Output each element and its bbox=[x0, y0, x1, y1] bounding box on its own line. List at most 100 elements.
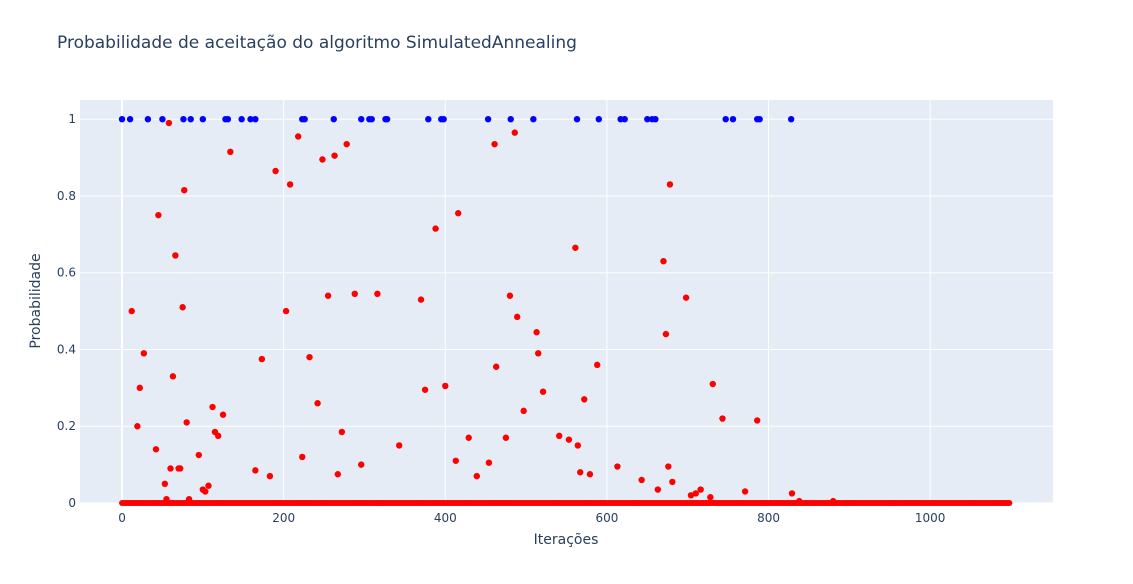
x-tick-label: 400 bbox=[434, 511, 457, 525]
data-point bbox=[595, 115, 603, 123]
data-point bbox=[722, 115, 729, 123]
data-point bbox=[539, 388, 547, 395]
data-point bbox=[159, 115, 166, 123]
data-point bbox=[219, 411, 227, 418]
data-point bbox=[252, 115, 259, 123]
data-point bbox=[687, 492, 695, 499]
data-point bbox=[338, 428, 346, 436]
data-point bbox=[205, 482, 212, 489]
data-point bbox=[199, 115, 207, 123]
x-tick-label: 1000 bbox=[915, 511, 946, 525]
data-point bbox=[581, 396, 588, 403]
data-point bbox=[644, 115, 651, 123]
data-point bbox=[638, 476, 645, 484]
data-point bbox=[692, 490, 700, 497]
data-point bbox=[533, 329, 540, 336]
data-point bbox=[556, 432, 563, 440]
y-tick-label: 0 bbox=[68, 496, 76, 510]
data-point bbox=[682, 294, 690, 301]
data-point bbox=[709, 380, 716, 388]
data-point bbox=[172, 252, 179, 259]
data-point bbox=[573, 115, 581, 123]
data-point bbox=[455, 210, 462, 217]
data-point bbox=[118, 115, 126, 123]
data-point bbox=[227, 148, 234, 156]
data-point bbox=[506, 292, 514, 299]
data-point bbox=[707, 494, 714, 501]
data-point bbox=[266, 472, 274, 480]
x-tick-label: 600 bbox=[595, 511, 618, 525]
data-point bbox=[134, 423, 141, 430]
data-point bbox=[484, 115, 492, 123]
data-point bbox=[294, 133, 302, 140]
data-point bbox=[511, 129, 518, 136]
data-point bbox=[662, 330, 670, 338]
data-point bbox=[126, 115, 134, 123]
data-point bbox=[669, 478, 676, 486]
data-point bbox=[187, 115, 194, 123]
data-point bbox=[331, 152, 338, 159]
data-point bbox=[180, 115, 187, 123]
data-point bbox=[788, 490, 796, 497]
data-point bbox=[358, 115, 365, 123]
data-point bbox=[185, 495, 193, 503]
data-point bbox=[530, 115, 537, 123]
y-axis-label: Probabilidade bbox=[28, 253, 44, 348]
data-point bbox=[514, 313, 521, 321]
data-point bbox=[741, 488, 749, 495]
y-tick-label: 0.8 bbox=[57, 189, 76, 203]
data-point bbox=[140, 350, 148, 357]
data-point bbox=[272, 167, 279, 175]
data-point bbox=[442, 382, 449, 390]
data-point bbox=[565, 436, 573, 443]
data-point bbox=[282, 307, 290, 315]
data-point bbox=[666, 181, 674, 188]
data-point bbox=[756, 115, 763, 123]
data-point bbox=[319, 156, 326, 163]
x-axis-label: Iterações bbox=[534, 532, 599, 548]
data-point bbox=[351, 290, 358, 298]
data-point bbox=[179, 304, 186, 311]
data-point bbox=[383, 115, 391, 123]
data-point bbox=[299, 453, 306, 461]
chart-title: Probabilidade de aceitação do algoritmo … bbox=[57, 33, 577, 53]
data-point bbox=[660, 258, 667, 265]
data-point bbox=[440, 115, 447, 123]
data-point bbox=[368, 115, 375, 123]
data-point bbox=[421, 386, 429, 393]
data-point bbox=[163, 495, 170, 503]
data-point bbox=[314, 400, 321, 407]
data-point bbox=[258, 355, 266, 363]
data-point bbox=[425, 115, 432, 123]
data-point bbox=[594, 361, 601, 369]
y-tick-label: 0.4 bbox=[57, 342, 76, 356]
data-point bbox=[796, 497, 803, 505]
data-point bbox=[452, 457, 459, 464]
data-point bbox=[665, 463, 672, 470]
data-point bbox=[301, 115, 308, 123]
data-point bbox=[574, 442, 582, 449]
x-tick-label: 200 bbox=[272, 511, 295, 525]
data-point bbox=[535, 350, 542, 357]
data-point bbox=[183, 419, 190, 426]
data-point bbox=[396, 442, 403, 449]
data-point bbox=[652, 115, 659, 123]
data-point bbox=[152, 446, 160, 453]
data-point bbox=[144, 115, 152, 123]
data-point bbox=[473, 472, 480, 480]
data-point bbox=[167, 465, 174, 472]
data-point bbox=[432, 225, 439, 232]
data-point bbox=[334, 471, 341, 478]
data-point bbox=[586, 471, 594, 478]
data-point bbox=[729, 115, 737, 123]
data-point bbox=[155, 211, 162, 219]
y-tick-label: 0.6 bbox=[57, 266, 76, 280]
y-tick-label: 0.2 bbox=[57, 419, 76, 433]
data-point bbox=[195, 451, 202, 459]
data-point bbox=[247, 115, 254, 123]
data-point bbox=[654, 486, 662, 493]
data-point bbox=[358, 461, 365, 468]
data-point bbox=[252, 467, 259, 474]
y-tick-label: 1 bbox=[68, 112, 76, 126]
